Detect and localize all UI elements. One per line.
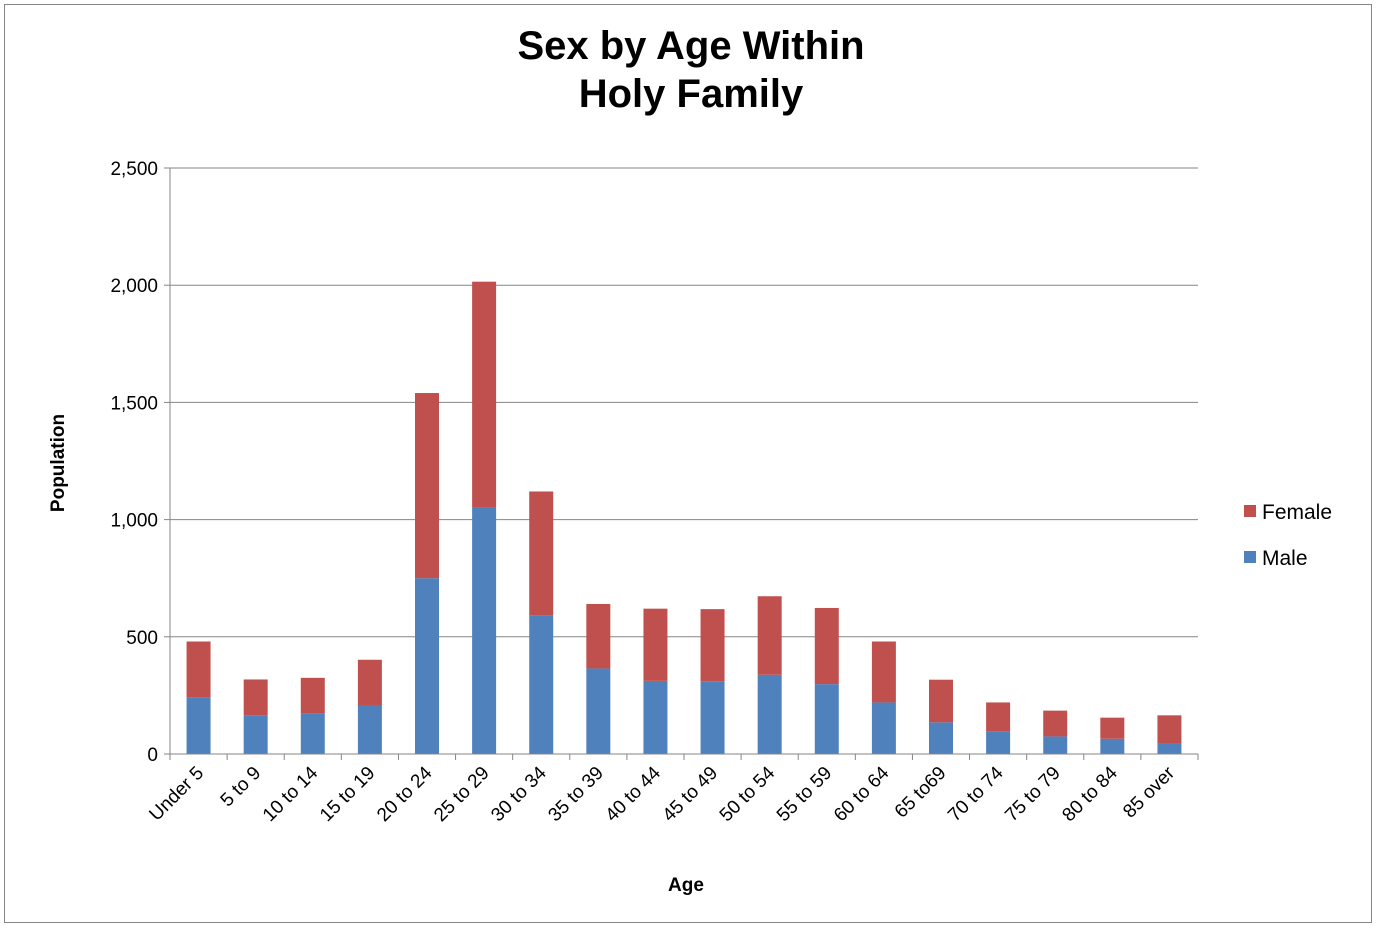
bar-female-11 (814, 607, 839, 685)
y-tick-label: 500 (126, 628, 158, 649)
x-tick-label: 55 to 59 (773, 763, 836, 826)
bar-female-2 (300, 677, 325, 714)
bar-female-6 (529, 491, 554, 616)
bar-male-8 (643, 680, 668, 754)
x-tick-label: 25 to 29 (430, 763, 493, 826)
chart-frame (4, 4, 1372, 923)
legend-swatch-female (1244, 505, 1256, 517)
x-tick-label: 30 to 34 (487, 762, 551, 826)
bar-female-5 (472, 281, 497, 508)
bars (186, 281, 1182, 754)
x-tick-label: 65 to69 (891, 763, 951, 823)
y-tick-label: 0 (147, 745, 158, 766)
chart-title-line1: Sex by Age Within (517, 24, 865, 68)
bar-male-12 (871, 702, 896, 754)
bar-male-3 (357, 705, 382, 754)
chart-title: Sex by Age Within Holy Family (0, 22, 1378, 118)
y-tick-label: 2,500 (110, 159, 158, 180)
bar-female-15 (1043, 710, 1068, 737)
axes (164, 167, 1199, 760)
x-tick-label: 40 to 44 (602, 762, 666, 826)
x-tick-label: 5 to 9 (217, 763, 265, 811)
bar-female-7 (586, 603, 611, 669)
x-tick-label: 10 to 14 (259, 762, 323, 826)
bar-female-0 (186, 641, 211, 698)
x-tick-label: 50 to 54 (716, 762, 780, 826)
y-tick-label: 1,000 (110, 511, 158, 532)
legend-swatch-male (1244, 551, 1256, 563)
bar-female-1 (243, 679, 268, 716)
x-tick-label: Under 5 (145, 763, 208, 826)
y-tick-labels: 0 500 1,000 1,500 2,000 2,500 (110, 159, 158, 766)
bar-female-10 (757, 596, 782, 675)
bar-female-3 (357, 659, 382, 706)
bar-male-7 (586, 668, 611, 754)
bar-male-6 (529, 615, 554, 754)
x-tick-label: 15 to 19 (316, 763, 379, 826)
x-tick-label: 35 to 39 (544, 763, 607, 826)
bar-male-17 (1157, 743, 1182, 754)
legend-label-female: Female (1262, 501, 1332, 524)
x-tick-label: 60 to 64 (830, 762, 894, 826)
x-tick-label: 85 over (1119, 762, 1179, 822)
legend-label-male: Male (1262, 547, 1308, 570)
bar-male-16 (1100, 738, 1125, 754)
bar-male-13 (929, 722, 953, 754)
bar-male-9 (700, 681, 725, 754)
bar-female-14 (986, 702, 1011, 732)
bar-female-13 (929, 679, 953, 723)
y-tick-label: 2,000 (110, 276, 158, 297)
bar-male-10 (757, 674, 782, 754)
bar-female-17 (1157, 715, 1182, 744)
bar-female-16 (1100, 717, 1125, 739)
y-axis-label: Population (48, 414, 69, 512)
x-tick-label: 45 to 49 (659, 763, 722, 826)
bar-male-2 (300, 713, 325, 754)
x-tick-label: 80 to 84 (1058, 762, 1122, 826)
y-tick-label: 1,500 (110, 393, 158, 414)
x-tick-label: 70 to 74 (944, 762, 1008, 826)
bar-male-11 (814, 684, 839, 754)
bar-male-1 (243, 715, 268, 754)
x-tick-label: 75 to 79 (1001, 763, 1064, 826)
bar-male-5 (472, 507, 497, 754)
bar-female-4 (415, 393, 439, 579)
bar-female-8 (643, 608, 668, 681)
legend: Female Male (1244, 501, 1332, 570)
x-tick-label: 20 to 24 (373, 762, 437, 826)
bar-male-14 (986, 731, 1011, 754)
bar-female-9 (700, 609, 725, 682)
gridlines (170, 167, 1198, 638)
x-axis-label: Age (668, 875, 704, 896)
bar-male-15 (1043, 736, 1068, 754)
bar-male-4 (415, 578, 439, 754)
chart-title-line2: Holy Family (578, 72, 804, 116)
bar-female-12 (871, 641, 896, 703)
bar-male-0 (186, 697, 211, 754)
